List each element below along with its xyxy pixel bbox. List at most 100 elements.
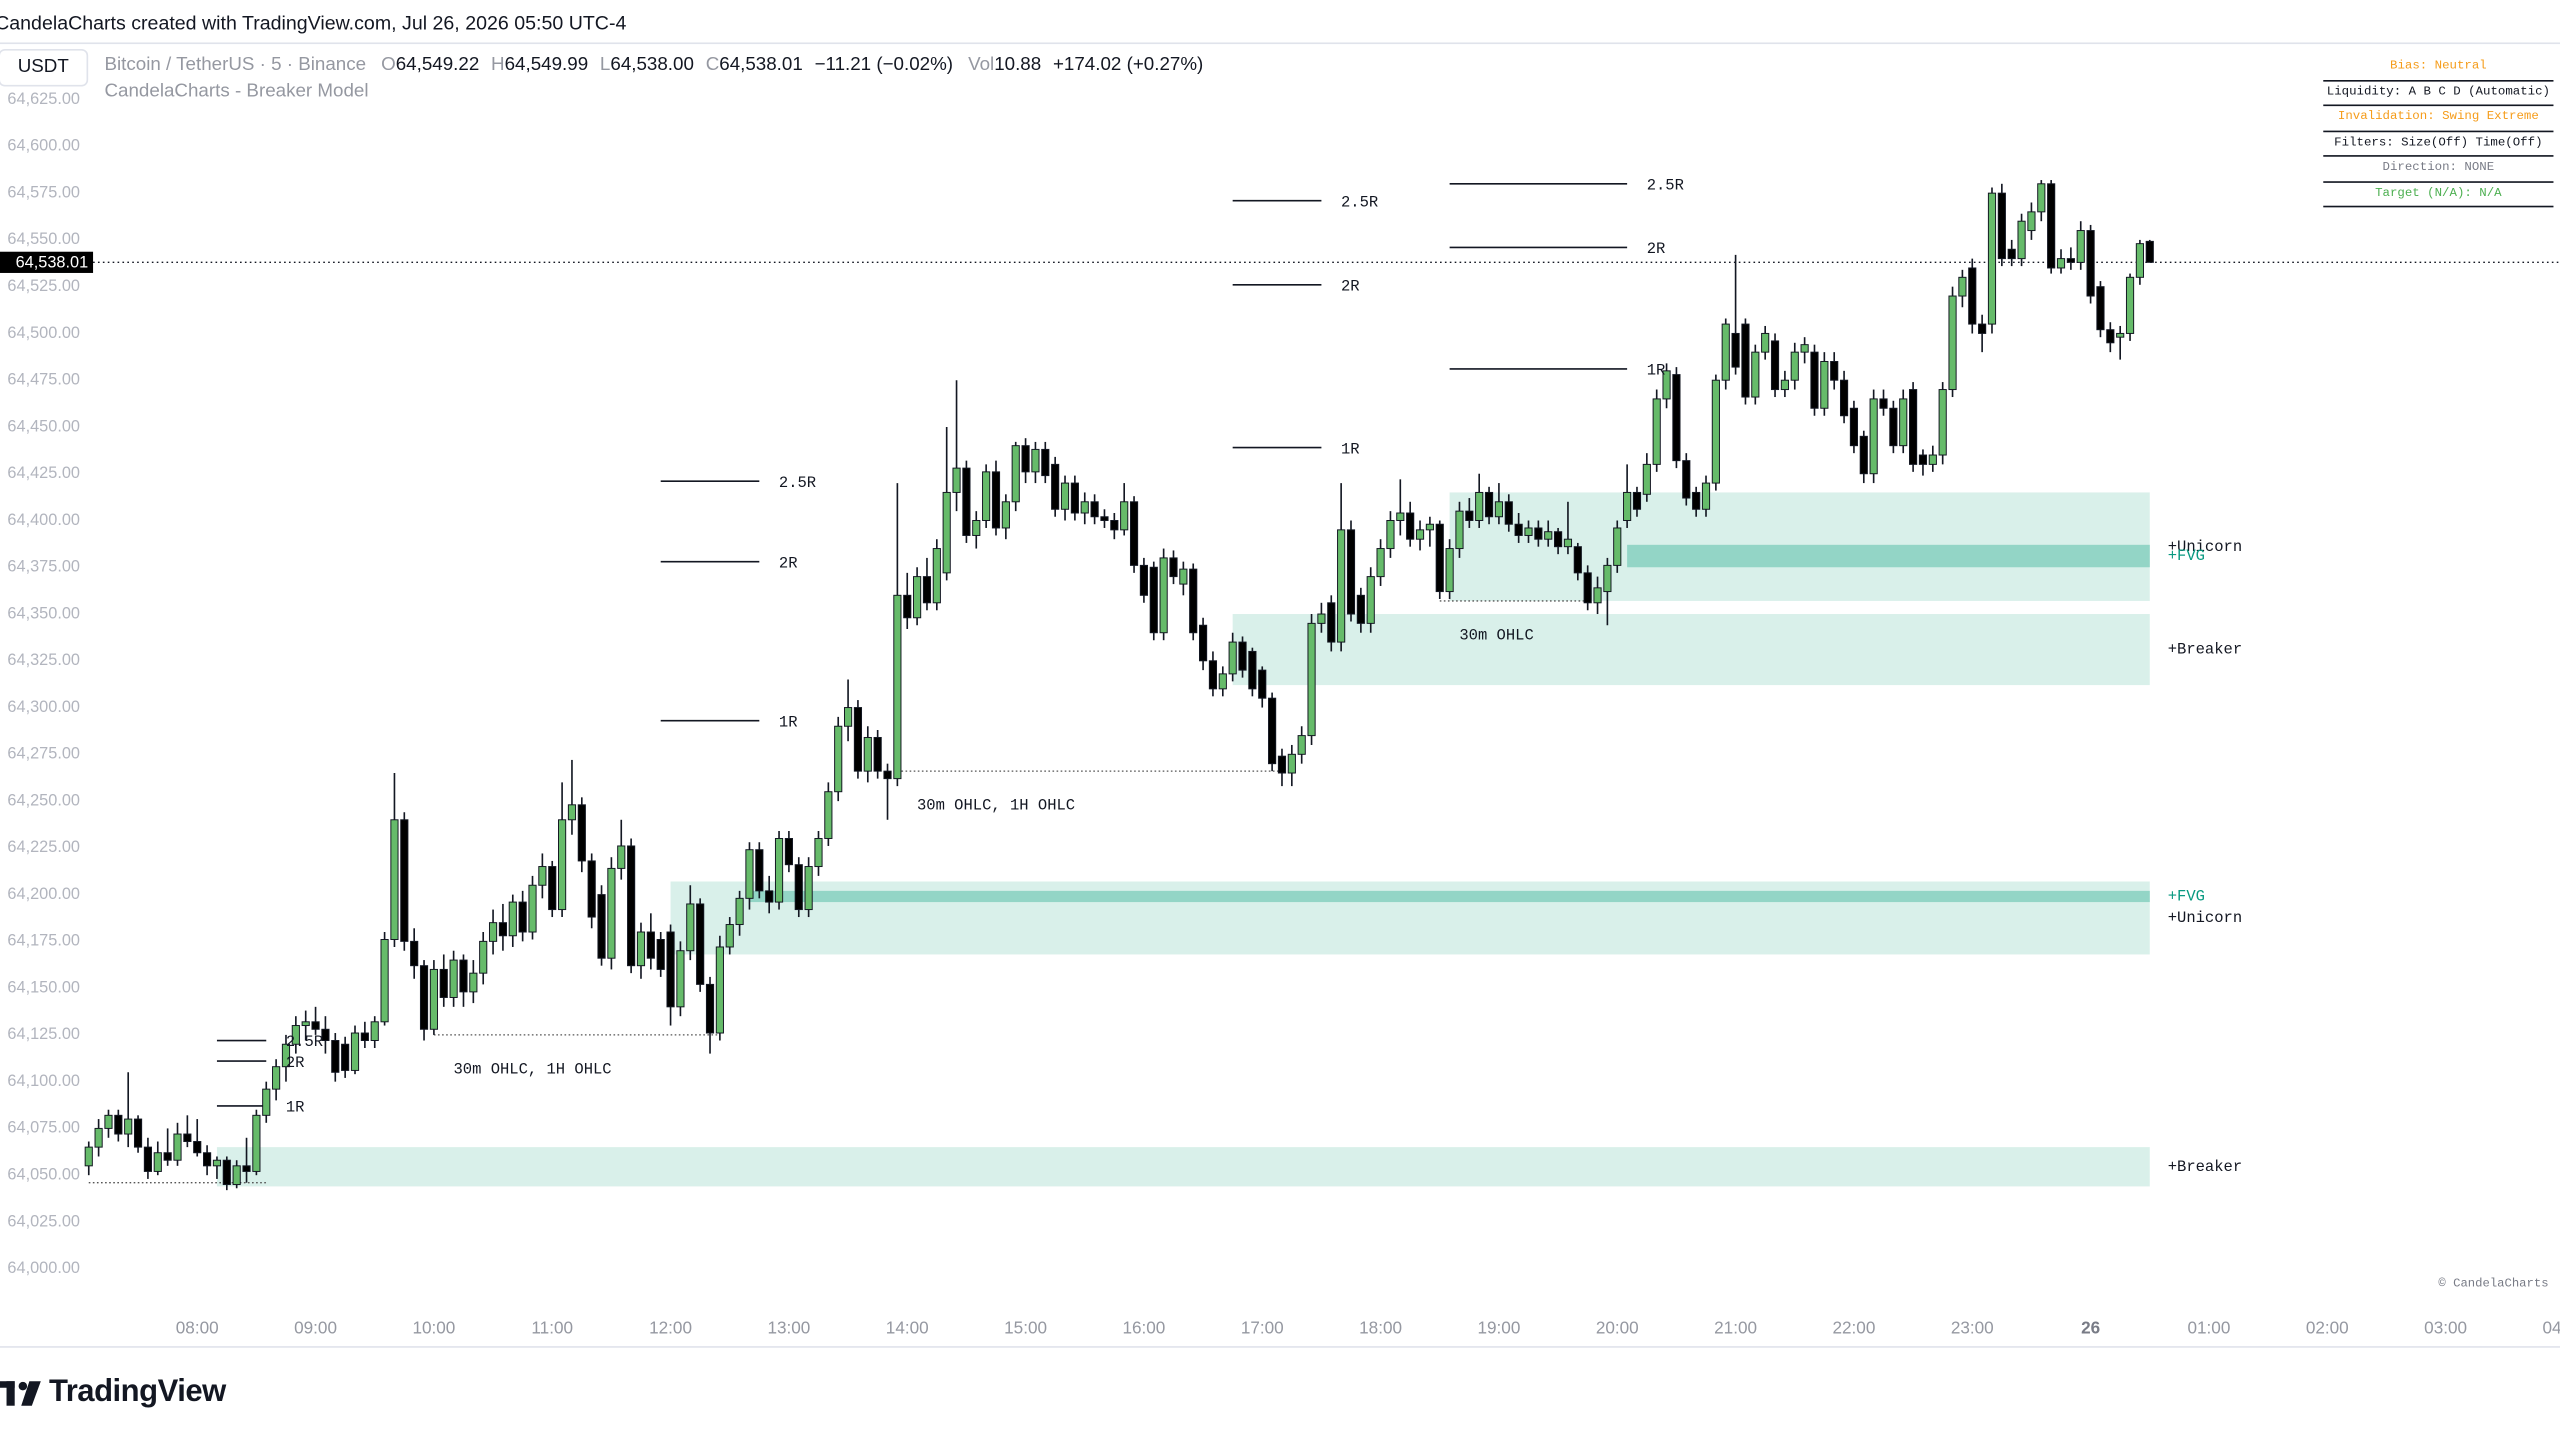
x-tick-label: 20:00	[1596, 1318, 1639, 1338]
candle-body	[1415, 529, 1425, 540]
candle-body	[1435, 523, 1444, 593]
candle-body	[2096, 286, 2105, 331]
brand[interactable]: TradingView	[48, 1374, 226, 1409]
x-tick-label: 13:00	[767, 1318, 810, 1338]
candle-body	[429, 968, 438, 1030]
candle-body	[1366, 576, 1375, 624]
r-level-label: 2R	[286, 1054, 305, 1072]
candle-body	[469, 972, 478, 993]
candle-body	[784, 837, 793, 866]
candle-body	[824, 791, 833, 839]
y-tick-label: 64,350.00	[7, 604, 80, 622]
candle-body	[2037, 183, 2046, 213]
candle-body	[1741, 323, 1750, 398]
candle-body	[2106, 329, 2115, 344]
candle-body	[1820, 361, 1829, 409]
candle-body	[2116, 332, 2125, 338]
candle-body	[1909, 389, 1918, 465]
candle-body	[636, 931, 646, 967]
candle-body	[1406, 512, 1415, 540]
y-tick-label: 64,125.00	[7, 1025, 80, 1043]
candle-body	[1554, 531, 1563, 548]
candle-body	[1800, 344, 1809, 353]
candle-body	[1070, 482, 1079, 514]
annotation-labels: +Breaker+Unicorn+FVG+Breaker+Unicorn+FVG…	[286, 177, 2242, 1176]
candle-body	[1721, 323, 1730, 381]
candle-body	[252, 1114, 261, 1172]
symbol: Bitcoin / TetherUS · 5 · Binance	[104, 55, 367, 76]
candle-body	[508, 901, 517, 937]
candle-body	[1277, 755, 1287, 774]
candle-body	[459, 959, 468, 993]
candle-body	[498, 922, 508, 937]
info-row: Filters: Size(Off) Time(Off)	[2323, 131, 2554, 157]
candle-body	[281, 1043, 291, 1068]
info-row: Invalidation: Swing Extreme	[2323, 106, 2554, 132]
r-level-label: 2.5R	[1341, 193, 1378, 211]
y-tick-label: 64,425.00	[7, 464, 80, 482]
volume-change: +174.02 (+0.27%)	[1052, 55, 1204, 76]
change: −11.21 (−0.02%)	[814, 55, 954, 76]
x-tick-label: 02:00	[2306, 1318, 2349, 1338]
liquidity-label: 30m OHLC, 1H OHLC	[917, 797, 1075, 815]
candle-body	[1534, 527, 1543, 540]
candle-body	[1731, 332, 1740, 368]
candle-body	[1090, 501, 1099, 518]
currency-button[interactable]: USDT	[0, 48, 89, 87]
candle-body	[124, 1118, 133, 1135]
candle-body	[1662, 370, 1671, 400]
candle-body	[2007, 248, 2016, 260]
candle-body	[449, 959, 458, 998]
candle-body	[1129, 501, 1139, 566]
candle-body	[607, 867, 616, 959]
candle-body	[173, 1133, 182, 1161]
candle-body	[715, 946, 724, 1034]
brand-logo	[0, 1381, 41, 1406]
indicator-name: CandelaCharts - Breaker Model	[104, 81, 369, 102]
candle-body	[1386, 520, 1395, 550]
candle-body	[1120, 501, 1129, 531]
volume-key: Vol	[968, 55, 995, 76]
candle-body	[163, 1152, 172, 1161]
liquidity-label: 30m OHLC, 1H OHLC	[453, 1060, 611, 1078]
candle-body	[804, 866, 813, 911]
candle-body	[439, 968, 448, 998]
candle-body	[1317, 613, 1326, 624]
candle-body	[528, 884, 537, 933]
liquidity-label: 30m OHLC	[1459, 626, 1533, 644]
candle-body	[1337, 529, 1346, 643]
candle-body	[1751, 351, 1760, 398]
candle-body	[1839, 379, 1849, 417]
candle-body	[735, 897, 744, 926]
candle-body	[262, 1088, 271, 1116]
candle-body	[518, 901, 527, 933]
candle-body	[291, 1025, 300, 1045]
candle-body	[222, 1159, 231, 1186]
x-tick-label: 22:00	[1832, 1318, 1875, 1338]
candle-body	[1198, 624, 1208, 662]
ohlc-key: H	[491, 55, 505, 76]
y-tick-label: 64,275.00	[7, 745, 80, 763]
x-tick-label: 14:00	[886, 1318, 929, 1338]
candle-body	[232, 1165, 241, 1186]
candle-body	[1544, 531, 1553, 540]
candle-body	[331, 1040, 340, 1073]
candle-body	[982, 471, 991, 521]
candle-body	[1770, 340, 1780, 391]
info-row: Target (N/A): N/A	[2323, 182, 2554, 208]
candle-body	[2056, 258, 2066, 269]
logo-part	[21, 1381, 41, 1406]
candle-body	[203, 1152, 212, 1167]
candle-body	[1307, 622, 1316, 737]
candle-body	[843, 707, 853, 727]
candle-body	[755, 849, 764, 892]
candle-body	[84, 1146, 93, 1167]
r-level-label: 2R	[1341, 278, 1360, 296]
candle-body	[558, 819, 567, 911]
r-level-label: 2.5R	[1647, 177, 1684, 195]
x-tick-label: 17:00	[1241, 1318, 1284, 1338]
candle-body	[1524, 527, 1533, 536]
candle-body	[1938, 389, 1947, 456]
